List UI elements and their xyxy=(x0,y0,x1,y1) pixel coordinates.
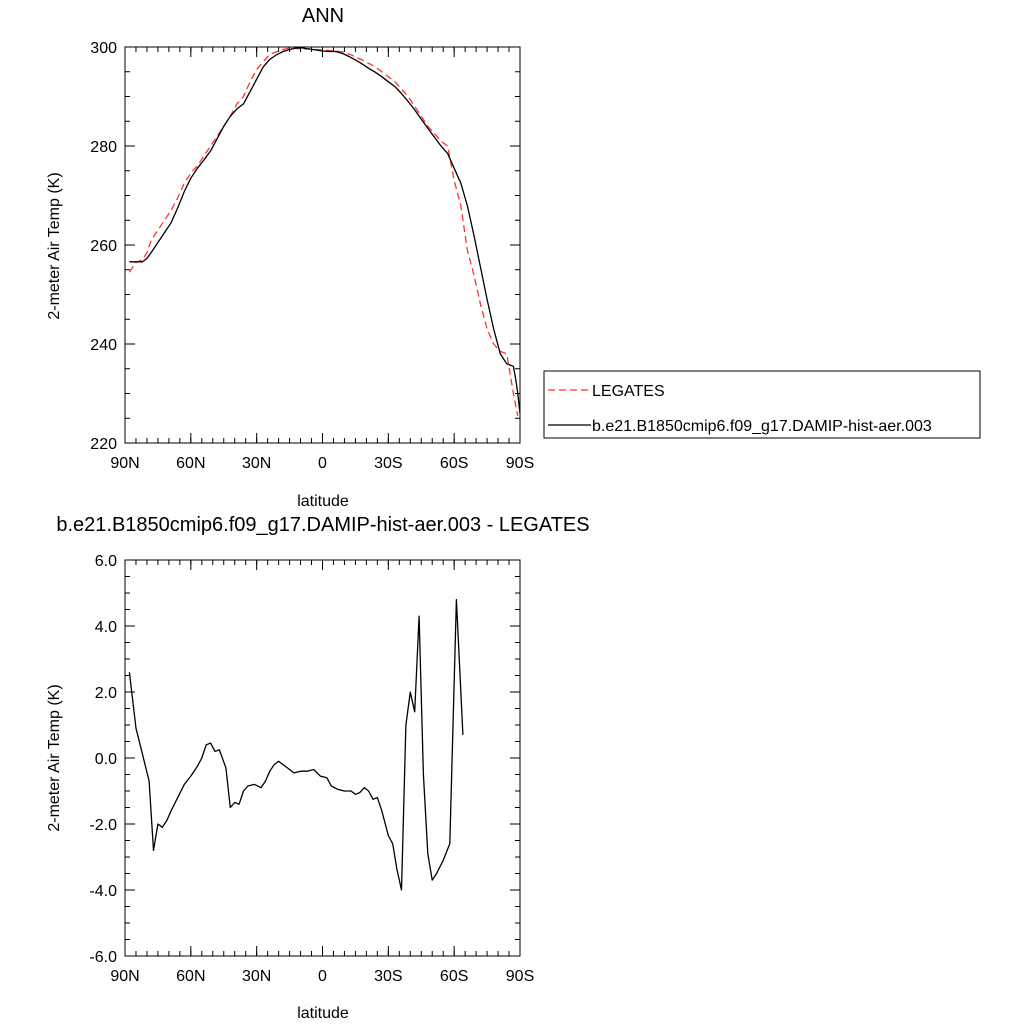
x-tick-label: 30N xyxy=(242,455,271,472)
x-tick-label: 60N xyxy=(176,455,205,472)
x-tick-label: 0 xyxy=(318,968,327,985)
plot-frame xyxy=(124,559,521,957)
x-tick-label: 60S xyxy=(440,968,468,985)
x-axis-label: latitude xyxy=(297,493,349,510)
y-tick-label: 4.0 xyxy=(95,619,117,636)
legend: LEGATES b.e21.B1850cmip6.f09_g17.DAMIP-h… xyxy=(543,370,981,439)
x-tick-label: 90S xyxy=(506,455,534,472)
axis-ticks: 90N 60N 30N 0 30S 60S 90S -6.0 -4.0 -2.0 0.0 2.0 4.0… xyxy=(89,553,534,985)
panel-title: ANN xyxy=(302,5,344,27)
legend-box xyxy=(543,370,981,439)
plot-series xyxy=(128,47,521,416)
x-tick-label: 30N xyxy=(242,968,271,985)
y-tick-label: 240 xyxy=(90,337,117,354)
y-tick-label: -2.0 xyxy=(89,817,117,834)
y-axis-label: 2-meter Air Temp (K) xyxy=(46,684,63,831)
annual-mean-temperature-panel: ANN 2-meter Air Temp (K) latitude 90N 60N… xyxy=(46,5,534,510)
y-tick-label: 0.0 xyxy=(95,751,117,768)
x-tick-label: 90N xyxy=(110,455,139,472)
series-line-legates xyxy=(128,47,519,416)
series-line-model xyxy=(129,47,521,414)
x-tick-label: 30S xyxy=(374,968,402,985)
y-axis-label: 2-meter Air Temp (K) xyxy=(46,172,63,319)
plot-frame xyxy=(124,46,521,444)
axis-ticks: 90N 60N 30N 0 30S 60S 90S 220 240 260 280 300 xyxy=(90,40,534,472)
y-tick-label: 6.0 xyxy=(95,553,117,570)
plot-series xyxy=(128,598,464,891)
panel-title: b.e21.B1850cmip6.f09_g17.DAMIP-hist-aer.… xyxy=(56,514,589,536)
series-line-difference xyxy=(128,598,464,891)
y-tick-label: 280 xyxy=(90,139,117,156)
legend-label-model: b.e21.B1850cmip6.f09_g17.DAMIP-hist-aer.… xyxy=(592,418,932,435)
difference-panel: b.e21.B1850cmip6.f09_g17.DAMIP-hist-aer.… xyxy=(46,514,590,1022)
y-tick-label: 300 xyxy=(90,40,117,57)
y-tick-label: 260 xyxy=(90,238,117,255)
y-tick-label: -4.0 xyxy=(89,883,117,900)
x-tick-label: 30S xyxy=(374,455,402,472)
y-tick-label: -6.0 xyxy=(89,949,117,966)
legend-label-legates: LEGATES xyxy=(592,383,665,400)
y-tick-label: 2.0 xyxy=(95,685,117,702)
x-tick-label: 90S xyxy=(506,968,534,985)
x-tick-label: 60S xyxy=(440,455,468,472)
x-tick-label: 90N xyxy=(110,968,139,985)
x-axis-label: latitude xyxy=(297,1005,349,1022)
y-tick-label: 220 xyxy=(90,436,117,453)
x-tick-label: 0 xyxy=(318,455,327,472)
x-tick-label: 60N xyxy=(176,968,205,985)
